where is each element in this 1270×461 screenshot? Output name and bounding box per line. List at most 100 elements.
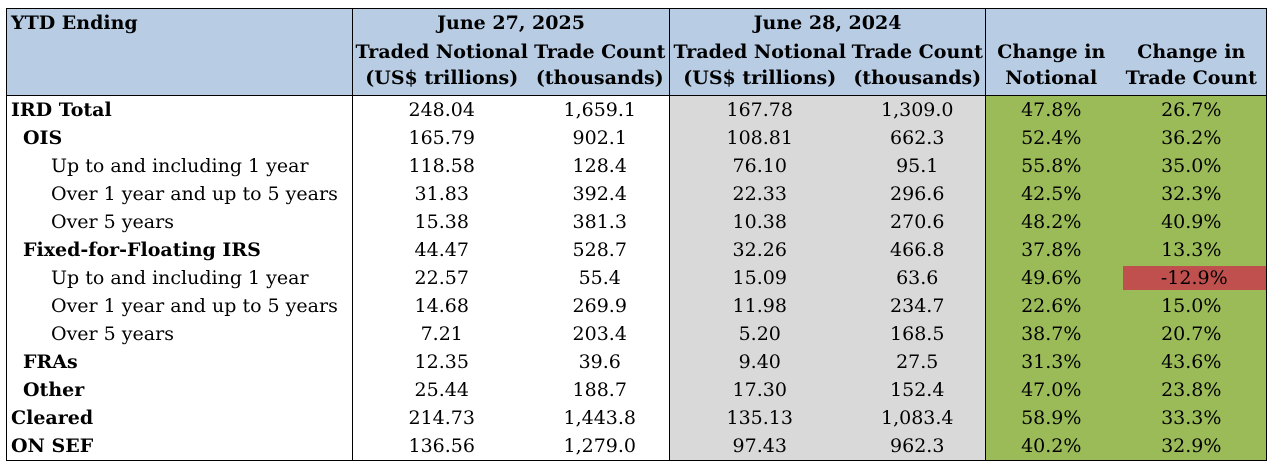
row-label: Over 5 years (6, 320, 353, 348)
notional-2025-cell: 25.44 (352, 376, 531, 404)
col-notional-2025: Traded Notional (US$ trillions) (352, 37, 531, 96)
notional-2024-cell: 10.38 (669, 208, 850, 236)
ird-volume-table: YTD Ending June 27, 2025 June 28, 2024 T… (6, 8, 1267, 461)
table-row: Over 5 years 15.38 381.3 10.38 270.6 48.2% 40.… (6, 208, 1267, 236)
period-2024-header: June 28, 2024 (669, 8, 986, 37)
change-count-cell: 23.8% (1116, 376, 1267, 404)
count-2025-cell: 128.4 (572, 155, 627, 177)
count-2024-cell: 270.6 (849, 208, 986, 236)
row-label: Over 1 year and up to 5 years (6, 292, 353, 320)
count-2025-cell: 902.1 (572, 127, 627, 149)
count-2025-cell: 188.7 (572, 379, 627, 401)
change-notional-cell: 48.2% (985, 208, 1117, 236)
notional-2024-cell: 9.40 (669, 348, 850, 376)
ytd-ending-label: YTD Ending (6, 8, 353, 96)
count-2024-cell: 296.6 (849, 180, 986, 208)
col-notional-2024: Traded Notional (US$ trillions) (669, 37, 850, 96)
change-count-cell: 20.7% (1116, 320, 1267, 348)
notional-2024-cell: 17.30 (669, 376, 850, 404)
row-label: Other (6, 376, 353, 404)
change-notional-cell: 49.6% (985, 264, 1117, 292)
count-2025-cell: 203.4 (572, 323, 627, 345)
notional-2024-cell: 32.26 (669, 236, 850, 264)
table-row: Up to and including 1 year 118.58 128.4 76.… (6, 152, 1267, 180)
row-label: Over 5 years (6, 208, 353, 236)
table-row: Cleared 214.73 1,443.8 135.13 1,083.4 58.9% 33… (6, 404, 1267, 432)
count-2024-cell: 168.5 (849, 320, 986, 348)
count-2024-cell: 1,309.0 (849, 95, 986, 124)
change-count-cell: -12.9% (1116, 264, 1267, 292)
count-2025-cell: 55.4 (578, 267, 621, 289)
count-2025-cell: 39.6 (578, 351, 621, 373)
row-label: Cleared (6, 404, 353, 432)
count-2024-cell: 95.1 (849, 152, 986, 180)
change-count-cell: 40.9% (1116, 208, 1267, 236)
notional-2024-cell: 76.10 (669, 152, 850, 180)
change-notional-cell: 42.5% (985, 180, 1117, 208)
change-count-cell: 13.3% (1116, 236, 1267, 264)
period-2025-header: June 27, 2025 (352, 8, 670, 37)
row-label: Up to and including 1 year (6, 152, 353, 180)
col-count-2024: Trade Count (thousands) (849, 37, 986, 96)
change-count-cell: 36.2% (1116, 124, 1267, 152)
change-notional-cell: 58.9% (985, 404, 1117, 432)
table-row: Other 25.44 188.7 17.30 152.4 47.0% 23.8% (6, 376, 1267, 404)
notional-2024-cell: 15.09 (669, 264, 850, 292)
count-2024-cell: 466.8 (849, 236, 986, 264)
change-notional-cell: 47.8% (985, 95, 1117, 124)
table-row: Fixed-for-Floating IRS 44.47 528.7 32.26 466… (6, 236, 1267, 264)
change-notional-cell: 38.7% (985, 320, 1117, 348)
notional-2024-cell: 5.20 (669, 320, 850, 348)
notional-2025-cell: 15.38 (352, 208, 531, 236)
table-row: FRAs 12.35 39.6 9.40 27.5 31.3% 43.6% (6, 348, 1267, 376)
change-header-spacer (985, 8, 1267, 37)
notional-2024-cell: 108.81 (669, 124, 850, 152)
count-2025-cell: 1,443.8 (563, 407, 637, 429)
notional-2025-cell: 12.35 (352, 348, 531, 376)
count-2025-cell: 269.9 (572, 295, 627, 317)
notional-2025-cell: 44.47 (352, 236, 531, 264)
count-2024-cell: 1,083.4 (849, 404, 986, 432)
change-notional-cell: 31.3% (985, 348, 1117, 376)
table-row: Over 1 year and up to 5 years 31.83 392.4 2… (6, 180, 1267, 208)
change-count-cell: 32.9% (1116, 432, 1267, 461)
row-label: Fixed-for-Floating IRS (6, 236, 353, 264)
count-2024-cell: 63.6 (849, 264, 986, 292)
notional-2025-cell: 165.79 (352, 124, 531, 152)
table-row: ON SEF 136.56 1,279.0 97.43 962.3 40.2% 32.9% (6, 432, 1267, 461)
notional-2024-cell: 135.13 (669, 404, 850, 432)
count-2025-cell: 392.4 (572, 183, 627, 205)
change-notional-cell: 37.8% (985, 236, 1117, 264)
count-2025-cell: 528.7 (572, 239, 627, 261)
change-notional-cell: 52.4% (985, 124, 1117, 152)
change-notional-cell: 55.8% (985, 152, 1117, 180)
table-header: YTD Ending June 27, 2025 June 28, 2024 T… (6, 8, 1267, 96)
row-label: OIS (6, 124, 353, 152)
change-count-cell: 15.0% (1116, 292, 1267, 320)
table-row: OIS 165.79 902.1 108.81 662.3 52.4% 36.2% (6, 124, 1267, 152)
col-count-2025: Trade Count (thousands) (530, 37, 670, 96)
change-notional-cell: 22.6% (985, 292, 1117, 320)
count-2025-cell: 1,659.1 (563, 99, 637, 121)
table-row: Up to and including 1 year 22.57 55.4 15.09… (6, 264, 1267, 292)
row-label: Over 1 year and up to 5 years (6, 180, 353, 208)
change-count-cell: 33.3% (1116, 404, 1267, 432)
change-count-cell: 35.0% (1116, 152, 1267, 180)
notional-2025-cell: 22.57 (352, 264, 531, 292)
notional-2025-cell: 118.58 (352, 152, 531, 180)
count-2024-cell: 152.4 (849, 376, 986, 404)
count-2024-cell: 234.7 (849, 292, 986, 320)
notional-2024-cell: 167.78 (669, 95, 850, 124)
notional-2025-cell: 31.83 (352, 180, 531, 208)
notional-2024-cell: 97.43 (669, 432, 850, 461)
row-label: ON SEF (6, 432, 353, 461)
row-label: FRAs (6, 348, 353, 376)
change-notional-cell: 47.0% (985, 376, 1117, 404)
count-2025-cell: 381.3 (572, 211, 627, 233)
notional-2025-cell: 14.68 (352, 292, 531, 320)
table-row: IRD Total 248.04 1,659.1 167.78 1,309.0 47.8%… (6, 95, 1267, 124)
change-count-cell: 32.3% (1116, 180, 1267, 208)
notional-2025-cell: 7.21 (352, 320, 531, 348)
negative-change-highlight: -12.9% (1122, 266, 1266, 290)
notional-2025-cell: 136.56 (352, 432, 531, 461)
